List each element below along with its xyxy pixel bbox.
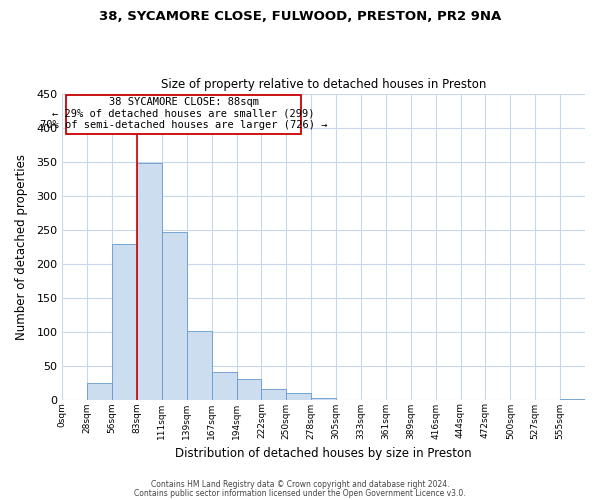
- Text: Contains HM Land Registry data © Crown copyright and database right 2024.: Contains HM Land Registry data © Crown c…: [151, 480, 449, 489]
- Text: Contains public sector information licensed under the Open Government Licence v3: Contains public sector information licen…: [134, 488, 466, 498]
- Text: 70% of semi-detached houses are larger (726) →: 70% of semi-detached houses are larger (…: [40, 120, 328, 130]
- Title: Size of property relative to detached houses in Preston: Size of property relative to detached ho…: [161, 78, 487, 91]
- Bar: [286, 392, 311, 400]
- Text: ← 29% of detached houses are smaller (299): ← 29% of detached houses are smaller (29…: [52, 108, 315, 118]
- Text: 38 SYCAMORE CLOSE: 88sqm: 38 SYCAMORE CLOSE: 88sqm: [109, 96, 259, 106]
- Bar: [137, 163, 162, 400]
- X-axis label: Distribution of detached houses by size in Preston: Distribution of detached houses by size …: [175, 447, 472, 460]
- Bar: [112, 244, 137, 400]
- Bar: [262, 388, 286, 400]
- Y-axis label: Number of detached properties: Number of detached properties: [15, 154, 28, 340]
- FancyBboxPatch shape: [66, 95, 301, 134]
- Bar: [212, 372, 236, 400]
- Bar: [187, 331, 212, 400]
- Bar: [87, 382, 112, 400]
- Bar: [162, 232, 187, 400]
- Bar: [311, 398, 336, 400]
- Text: 38, SYCAMORE CLOSE, FULWOOD, PRESTON, PR2 9NA: 38, SYCAMORE CLOSE, FULWOOD, PRESTON, PR…: [99, 10, 501, 23]
- Bar: [236, 379, 262, 400]
- Bar: [560, 399, 585, 400]
